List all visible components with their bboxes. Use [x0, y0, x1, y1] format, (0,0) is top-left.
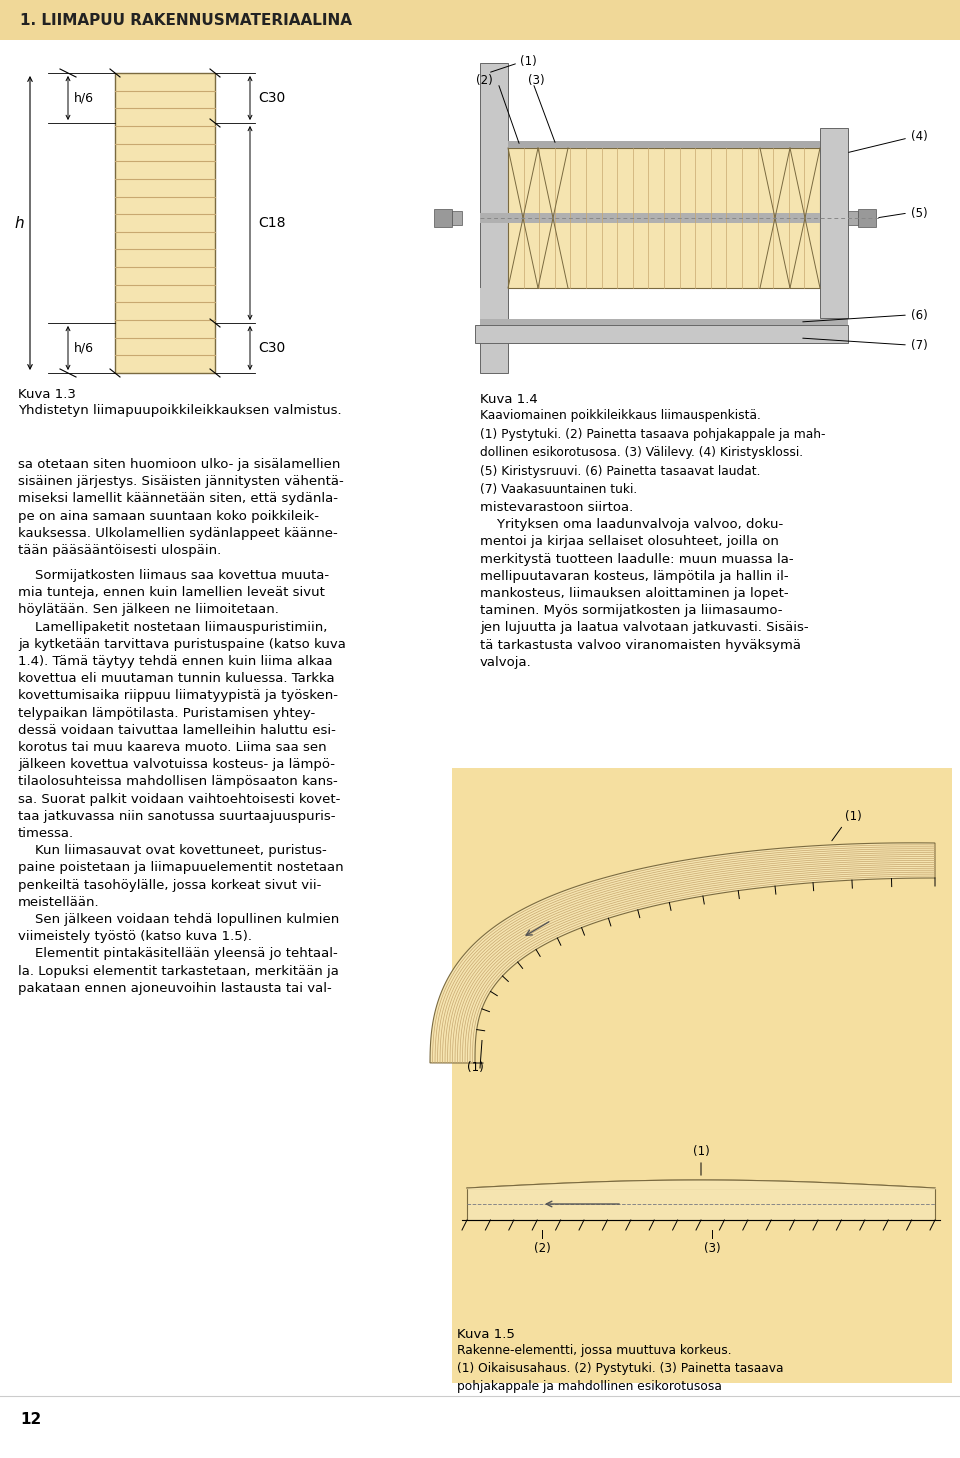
Text: Yrityksen oma laadunvalvoja valvoo, doku-: Yrityksen oma laadunvalvoja valvoo, doku… [480, 518, 783, 531]
Text: korotus tai muu kaareva muoto. Liima saa sen: korotus tai muu kaareva muoto. Liima saa… [18, 741, 326, 754]
Bar [820, 128, 848, 318]
Text: Kuva 1.3: Kuva 1.3 [18, 388, 76, 401]
Text: meistellään.: meistellään. [18, 895, 100, 908]
Text: timessa.: timessa. [18, 827, 74, 840]
Text: mia tunteja, ennen kuin lamellien leveät sivut: mia tunteja, ennen kuin lamellien leveät… [18, 586, 324, 599]
Text: pakataan ennen ajoneuvoihin lastausta tai val-: pakataan ennen ajoneuvoihin lastausta ta… [18, 981, 332, 994]
Text: pe on aina samaan suuntaan koko poikkileik-: pe on aina samaan suuntaan koko poikkile… [18, 510, 319, 522]
Bar [434, 208, 452, 227]
Text: miseksi lamellit käännetään siten, että sydänla-: miseksi lamellit käännetään siten, että … [18, 493, 338, 506]
Text: (3): (3) [704, 1242, 720, 1255]
Text: (6): (6) [911, 309, 927, 322]
Polygon shape [430, 843, 935, 1063]
Text: mentoi ja kirjaa sellaiset olosuhteet, joilla on: mentoi ja kirjaa sellaiset olosuhteet, j… [480, 535, 779, 548]
Text: C30: C30 [258, 341, 285, 354]
Text: sa. Suorat palkit voidaan vaihtoehtoisesti kovet-: sa. Suorat palkit voidaan vaihtoehtoises… [18, 793, 341, 805]
Bar [848, 211, 858, 225]
Text: Kuva 1.5: Kuva 1.5 [457, 1328, 515, 1341]
Text: Kun liimasauvat ovat kovettuneet, puristus-: Kun liimasauvat ovat kovettuneet, purist… [18, 844, 326, 857]
Text: (2): (2) [534, 1242, 550, 1255]
Text: (5): (5) [911, 207, 927, 220]
Text: mankosteus, liimauksen aloittaminen ja lopet-: mankosteus, liimauksen aloittaminen ja l… [480, 588, 788, 601]
Bar [480, 63, 508, 373]
Text: Sormijatkosten liimaus saa kovettua muuta-: Sormijatkosten liimaus saa kovettua muut… [18, 569, 329, 582]
Text: paine poistetaan ja liimapuuelementit nostetaan: paine poistetaan ja liimapuuelementit no… [18, 862, 344, 875]
Text: 1.4). Tämä täytyy tehdä ennen kuin liima alkaa: 1.4). Tämä täytyy tehdä ennen kuin liima… [18, 655, 332, 668]
Bar [115, 73, 215, 373]
Bar [508, 149, 820, 289]
Text: (1): (1) [845, 811, 862, 822]
Text: Kuva 1.4: Kuva 1.4 [480, 394, 538, 405]
Text: Yhdistetyn liimapuupoikkileikkauksen valmistus.: Yhdistetyn liimapuupoikkileikkauksen val… [18, 404, 342, 417]
Bar [858, 208, 876, 227]
Text: Sen jälkeen voidaan tehdä lopullinen kulmien: Sen jälkeen voidaan tehdä lopullinen kul… [18, 913, 339, 926]
Text: ja kytketään tarvittava puristuspaine (katso kuva: ja kytketään tarvittava puristuspaine (k… [18, 637, 346, 650]
Bar [508, 141, 820, 149]
Text: kovettumisaika riippuu liimatyypistä ja työsken-: kovettumisaika riippuu liimatyypistä ja … [18, 690, 338, 703]
Text: mistevarastoon siirtoa.: mistevarastoon siirtoa. [480, 502, 634, 515]
Text: höylätään. Sen jälkeen ne liimoitetaan.: höylätään. Sen jälkeen ne liimoitetaan. [18, 604, 278, 617]
Text: valvoja.: valvoja. [480, 656, 532, 669]
Text: 12: 12 [20, 1413, 41, 1427]
Text: (2): (2) [476, 73, 493, 86]
Bar [480, 213, 848, 223]
Text: Elementit pintakäsitellään yleensä jo tehtaal-: Elementit pintakäsitellään yleensä jo te… [18, 948, 338, 961]
Text: (4): (4) [911, 130, 927, 143]
Text: Lamellipaketit nostetaan liimauspuristimiin,: Lamellipaketit nostetaan liimauspuristim… [18, 621, 327, 634]
Text: sisäinen järjestys. Sisäisten jännitysten vähentä-: sisäinen järjestys. Sisäisten jännityste… [18, 475, 344, 488]
Bar [452, 768, 952, 1384]
Text: h: h [14, 216, 24, 230]
Text: la. Lopuksi elementit tarkastetaan, merkitään ja: la. Lopuksi elementit tarkastetaan, merk… [18, 965, 339, 977]
Text: (1): (1) [467, 1061, 484, 1075]
Text: C18: C18 [258, 216, 285, 230]
Text: penkeiltä tasohöylälle, jossa korkeat sivut vii-: penkeiltä tasohöylälle, jossa korkeat si… [18, 879, 322, 891]
Text: telypaikan lämpötilasta. Puristamisen yhtey-: telypaikan lämpötilasta. Puristamisen yh… [18, 707, 315, 720]
Text: taa jatkuvassa niin sanotussa suurtaajuuspuris-: taa jatkuvassa niin sanotussa suurtaajuu… [18, 809, 335, 822]
Text: 1. LIIMAPUU RAKENNUSMATERIAALINA: 1. LIIMAPUU RAKENNUSMATERIAALINA [20, 13, 352, 28]
Text: mellipuutavaran kosteus, lämpötila ja hallin il-: mellipuutavaran kosteus, lämpötila ja ha… [480, 570, 788, 583]
Text: tään pääsääntöisesti ulospäin.: tään pääsääntöisesti ulospäin. [18, 544, 221, 557]
Text: (7): (7) [911, 338, 927, 351]
Text: tilaolosuhteissa mahdollisen lämpösaaton kans-: tilaolosuhteissa mahdollisen lämpösaaton… [18, 776, 338, 789]
Text: taminen. Myös sormijatkosten ja liimasaumo-: taminen. Myös sormijatkosten ja liimasau… [480, 604, 782, 617]
Bar [452, 211, 462, 225]
Text: Kaaviomainen poikkileikkaus liimauspenkistä.
(1) Pystytuki. (2) Painetta tasaava: Kaaviomainen poikkileikkaus liimauspenki… [480, 410, 826, 496]
Bar [480, 289, 508, 319]
Text: h/6: h/6 [74, 341, 94, 354]
Text: Rakenne-elementti, jossa muuttuva korkeus.
(1) Oikaisusahaus. (2) Pystytuki. (3): Rakenne-elementti, jossa muuttuva korkeu… [457, 1344, 783, 1392]
Text: h/6: h/6 [74, 92, 94, 105]
Bar [480, 319, 848, 325]
Bar [0, 0, 960, 39]
Text: kovettua eli muutaman tunnin kuluessa. Tarkka: kovettua eli muutaman tunnin kuluessa. T… [18, 672, 335, 685]
Text: (3): (3) [528, 73, 544, 86]
Text: viimeistely työstö (katso kuva 1.5).: viimeistely työstö (katso kuva 1.5). [18, 930, 252, 943]
Text: merkitystä tuotteen laadulle: muun muassa la-: merkitystä tuotteen laadulle: muun muass… [480, 553, 794, 566]
Bar [475, 325, 848, 343]
Text: tä tarkastusta valvoo viranomaisten hyväksymä: tä tarkastusta valvoo viranomaisten hyvä… [480, 639, 801, 652]
Text: jen lujuutta ja laatua valvotaan jatkuvasti. Sisäis-: jen lujuutta ja laatua valvotaan jatkuva… [480, 621, 808, 634]
Bar [467, 1188, 935, 1220]
Text: C30: C30 [258, 90, 285, 105]
Text: kauksessa. Ulkolamellien sydänlappeet käänne-: kauksessa. Ulkolamellien sydänlappeet kä… [18, 526, 338, 539]
Text: jälkeen kovettua valvotuissa kosteus- ja lämpö-: jälkeen kovettua valvotuissa kosteus- ja… [18, 758, 335, 771]
Text: (1): (1) [692, 1145, 709, 1158]
Text: sa otetaan siten huomioon ulko- ja sisälamellien: sa otetaan siten huomioon ulko- ja sisäl… [18, 458, 341, 471]
Text: (1): (1) [520, 54, 537, 67]
Text: dessä voidaan taivuttaa lamelleihin haluttu esi-: dessä voidaan taivuttaa lamelleihin halu… [18, 723, 336, 736]
